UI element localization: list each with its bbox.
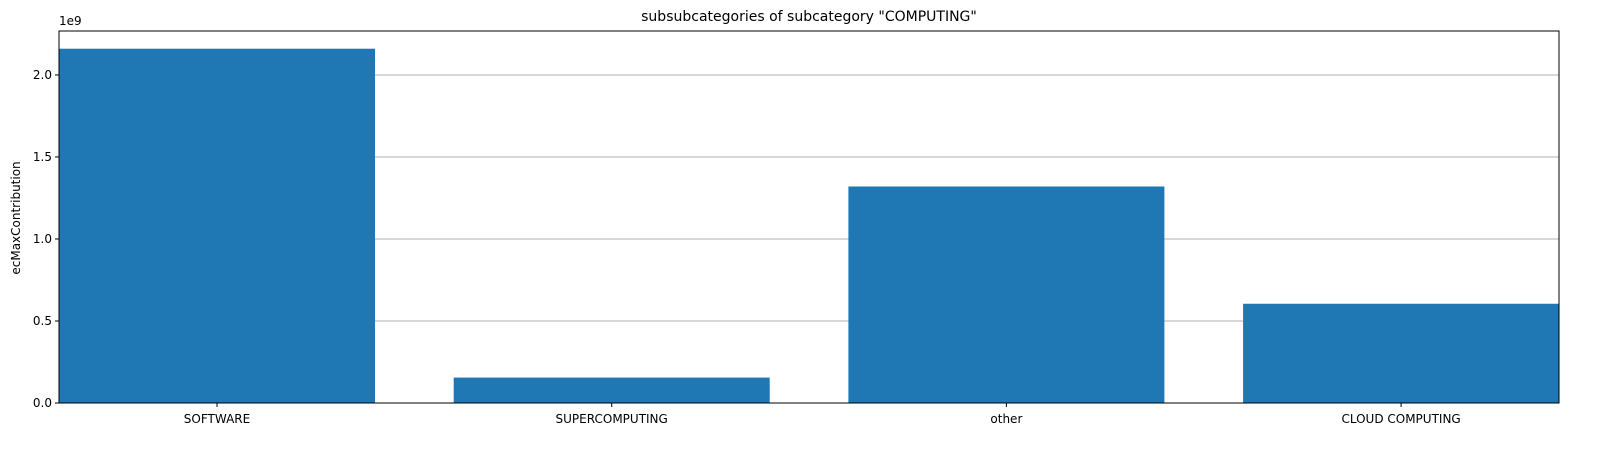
y-tick-label: 1.5 xyxy=(33,150,52,164)
y-tick-label: 1.0 xyxy=(33,232,52,246)
y-tick-label: 0.0 xyxy=(33,396,52,410)
y-axis-label: ecMaxContribution xyxy=(9,161,23,274)
bar xyxy=(453,377,770,403)
bar xyxy=(1243,303,1559,403)
x-tick-label: SUPERCOMPUTING xyxy=(556,412,668,426)
y-axis-offset-label: 1e9 xyxy=(59,14,82,28)
bar xyxy=(59,48,375,403)
x-axis-ticks: SOFTWARE SUPERCOMPUTING other CLOUD COMPUTI… xyxy=(184,403,1461,426)
x-tick-label: SOFTWARE xyxy=(184,412,250,426)
bars xyxy=(59,48,1559,403)
chart-title: subsubcategories of subcategory "COMPUTI… xyxy=(641,9,977,25)
x-tick-label: other xyxy=(990,412,1022,426)
plot-frame xyxy=(58,30,1560,404)
bar xyxy=(848,186,1165,403)
x-tick-label: CLOUD COMPUTING xyxy=(1341,412,1460,426)
y-axis-ticks: 0.0 0.5 1.0 1.5 2.0 xyxy=(33,68,59,410)
y-tick-label: 2.0 xyxy=(33,68,52,82)
y-tick-label: 0.5 xyxy=(33,314,52,328)
